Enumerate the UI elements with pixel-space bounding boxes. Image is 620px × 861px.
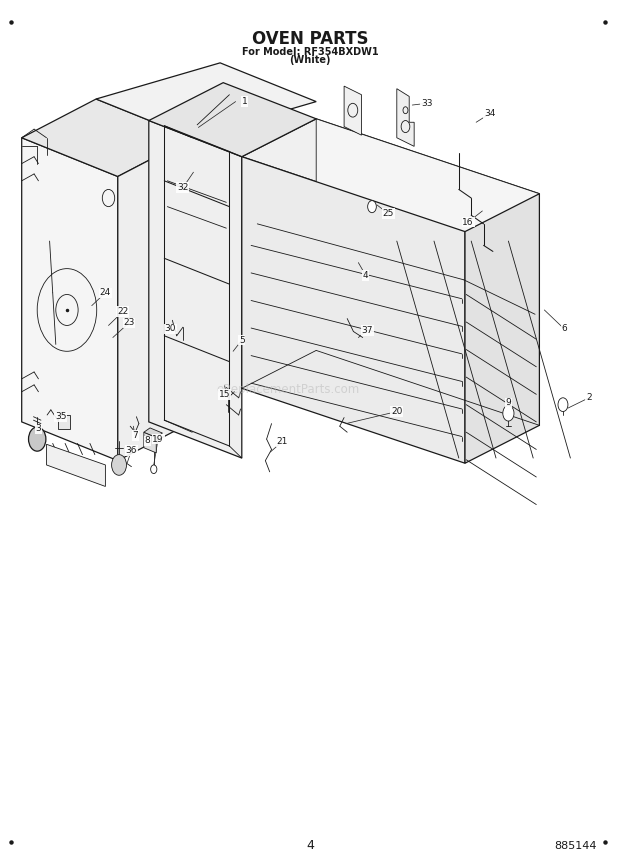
- Circle shape: [29, 427, 46, 451]
- Text: (White): (White): [290, 55, 330, 65]
- Polygon shape: [242, 119, 539, 232]
- Text: 4: 4: [363, 271, 369, 280]
- Text: For Model: RF354BXDW1: For Model: RF354BXDW1: [242, 46, 378, 57]
- Circle shape: [558, 398, 568, 412]
- Text: 32: 32: [177, 183, 188, 192]
- Polygon shape: [144, 432, 156, 453]
- Text: 22: 22: [117, 307, 128, 316]
- Text: 8: 8: [144, 437, 151, 445]
- Text: 4: 4: [306, 839, 314, 852]
- Polygon shape: [344, 86, 361, 135]
- Text: 5: 5: [239, 336, 245, 344]
- Polygon shape: [22, 99, 192, 177]
- Text: 16: 16: [463, 218, 474, 226]
- Polygon shape: [118, 138, 192, 461]
- Text: eReplacementParts.com: eReplacementParts.com: [216, 382, 360, 396]
- Text: 6: 6: [561, 325, 567, 333]
- Polygon shape: [96, 63, 316, 138]
- Polygon shape: [149, 121, 242, 458]
- Circle shape: [503, 406, 514, 421]
- Text: 7: 7: [132, 431, 138, 440]
- Text: 885144: 885144: [554, 840, 596, 851]
- Text: 3: 3: [35, 424, 42, 433]
- Text: OVEN PARTS: OVEN PARTS: [252, 30, 368, 47]
- Polygon shape: [465, 194, 539, 463]
- Polygon shape: [144, 428, 162, 437]
- Text: 19: 19: [153, 435, 164, 443]
- Text: 33: 33: [421, 99, 432, 108]
- Text: 37: 37: [361, 326, 373, 335]
- Text: 15: 15: [219, 390, 230, 399]
- Text: 1: 1: [242, 97, 248, 106]
- Text: 9: 9: [505, 399, 511, 407]
- Text: 36: 36: [126, 446, 137, 455]
- Text: 2: 2: [586, 393, 592, 402]
- Text: 34: 34: [484, 109, 495, 118]
- Polygon shape: [58, 415, 70, 429]
- Text: 20: 20: [391, 407, 402, 416]
- Text: 24: 24: [100, 288, 111, 297]
- Polygon shape: [397, 89, 414, 146]
- Circle shape: [368, 201, 376, 213]
- Text: 25: 25: [383, 209, 394, 218]
- Text: 35: 35: [55, 412, 66, 421]
- Polygon shape: [149, 83, 316, 157]
- Text: 30: 30: [165, 325, 176, 333]
- Polygon shape: [46, 444, 105, 486]
- Circle shape: [112, 455, 126, 475]
- Text: 21: 21: [277, 437, 288, 446]
- Text: 23: 23: [123, 319, 135, 327]
- Polygon shape: [316, 119, 539, 425]
- Polygon shape: [22, 138, 118, 461]
- Polygon shape: [242, 157, 465, 463]
- Circle shape: [151, 465, 157, 474]
